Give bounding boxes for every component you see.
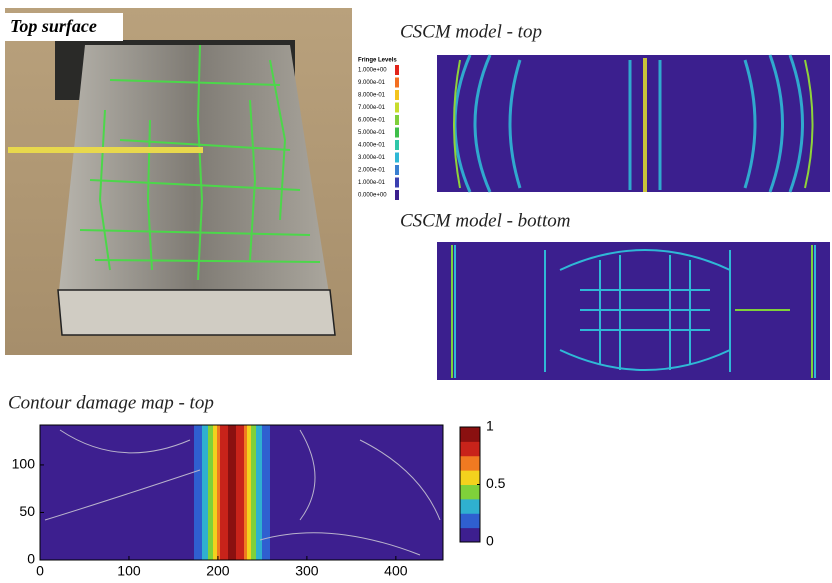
fringe-swatch	[395, 103, 399, 113]
fringe-level: 0.000e+00	[358, 193, 387, 199]
colorbar-segment	[460, 441, 480, 456]
colorbar-tick-label: 0	[486, 533, 494, 549]
panel-top	[437, 55, 830, 192]
x-tick-label: 0	[36, 563, 44, 578]
fringe-level: 7.000e-01	[358, 105, 386, 111]
fringe-swatch	[395, 178, 399, 188]
colorbar-tick-label: 0.5	[486, 475, 506, 491]
y-tick-label: 100	[12, 456, 36, 472]
fringe-level: 4.000e-01	[358, 143, 386, 149]
colorbar-segment	[460, 456, 480, 471]
colorbar-segment	[460, 427, 480, 442]
panel-title: CSCM model - top	[400, 21, 542, 42]
fringe-level: 5.000e-01	[358, 130, 386, 136]
fringe-title: Fringe Levels	[358, 58, 397, 64]
panel-title: CSCM model - bottom	[400, 210, 570, 231]
page: Top surface Fringe Levels 1.000e+00 9.000…	[0, 0, 832, 583]
fringe-level: 1.000e-01	[358, 180, 386, 186]
fringe-legend: Fringe Levels 1.000e+00 9.000e-01 8.000e-0…	[358, 58, 399, 200]
x-tick-label: 200	[206, 563, 230, 578]
fringe-level: 1.000e+00	[358, 68, 387, 74]
colorbar-tick-label: 1	[486, 418, 494, 434]
x-tick-label: 300	[295, 563, 319, 578]
fringe-swatch	[395, 165, 399, 175]
contour-map: 0 100 200 300 400 0 50 100 0 0.5 1	[12, 418, 506, 578]
panel-bottom	[437, 242, 830, 380]
fringe-swatch	[395, 90, 399, 100]
fringe-level: 9.000e-01	[358, 80, 386, 86]
y-tick-label: 0	[27, 551, 35, 567]
x-tick-label: 400	[384, 563, 408, 578]
contour-band	[228, 425, 236, 560]
photo-label: Top surface	[10, 16, 97, 36]
figure: Top surface Fringe Levels 1.000e+00 9.000…	[0, 0, 832, 578]
fringe-level: 3.000e-01	[358, 155, 386, 161]
fringe-swatch	[395, 190, 399, 200]
y-tick-label: 50	[19, 503, 35, 519]
fringe-swatch	[395, 78, 399, 88]
colorbar-segment	[460, 470, 480, 485]
x-tick-label: 100	[117, 563, 141, 578]
fringe-swatch	[395, 128, 399, 138]
photo: Top surface	[5, 8, 352, 355]
fringe-swatch	[395, 65, 399, 75]
fringe-swatch	[395, 140, 399, 150]
fringe-level: 6.000e-01	[358, 118, 386, 124]
colorbar-segment	[460, 499, 480, 514]
fringe-level: 8.000e-01	[358, 93, 386, 99]
fringe-level: 2.000e-01	[358, 168, 386, 174]
contour-title: Contour damage map - top	[8, 392, 214, 413]
colorbar-segment	[460, 485, 480, 500]
colorbar-segment	[460, 528, 480, 543]
colorbar-segment	[460, 513, 480, 528]
fringe-swatch	[395, 115, 399, 125]
fringe-swatch	[395, 153, 399, 163]
